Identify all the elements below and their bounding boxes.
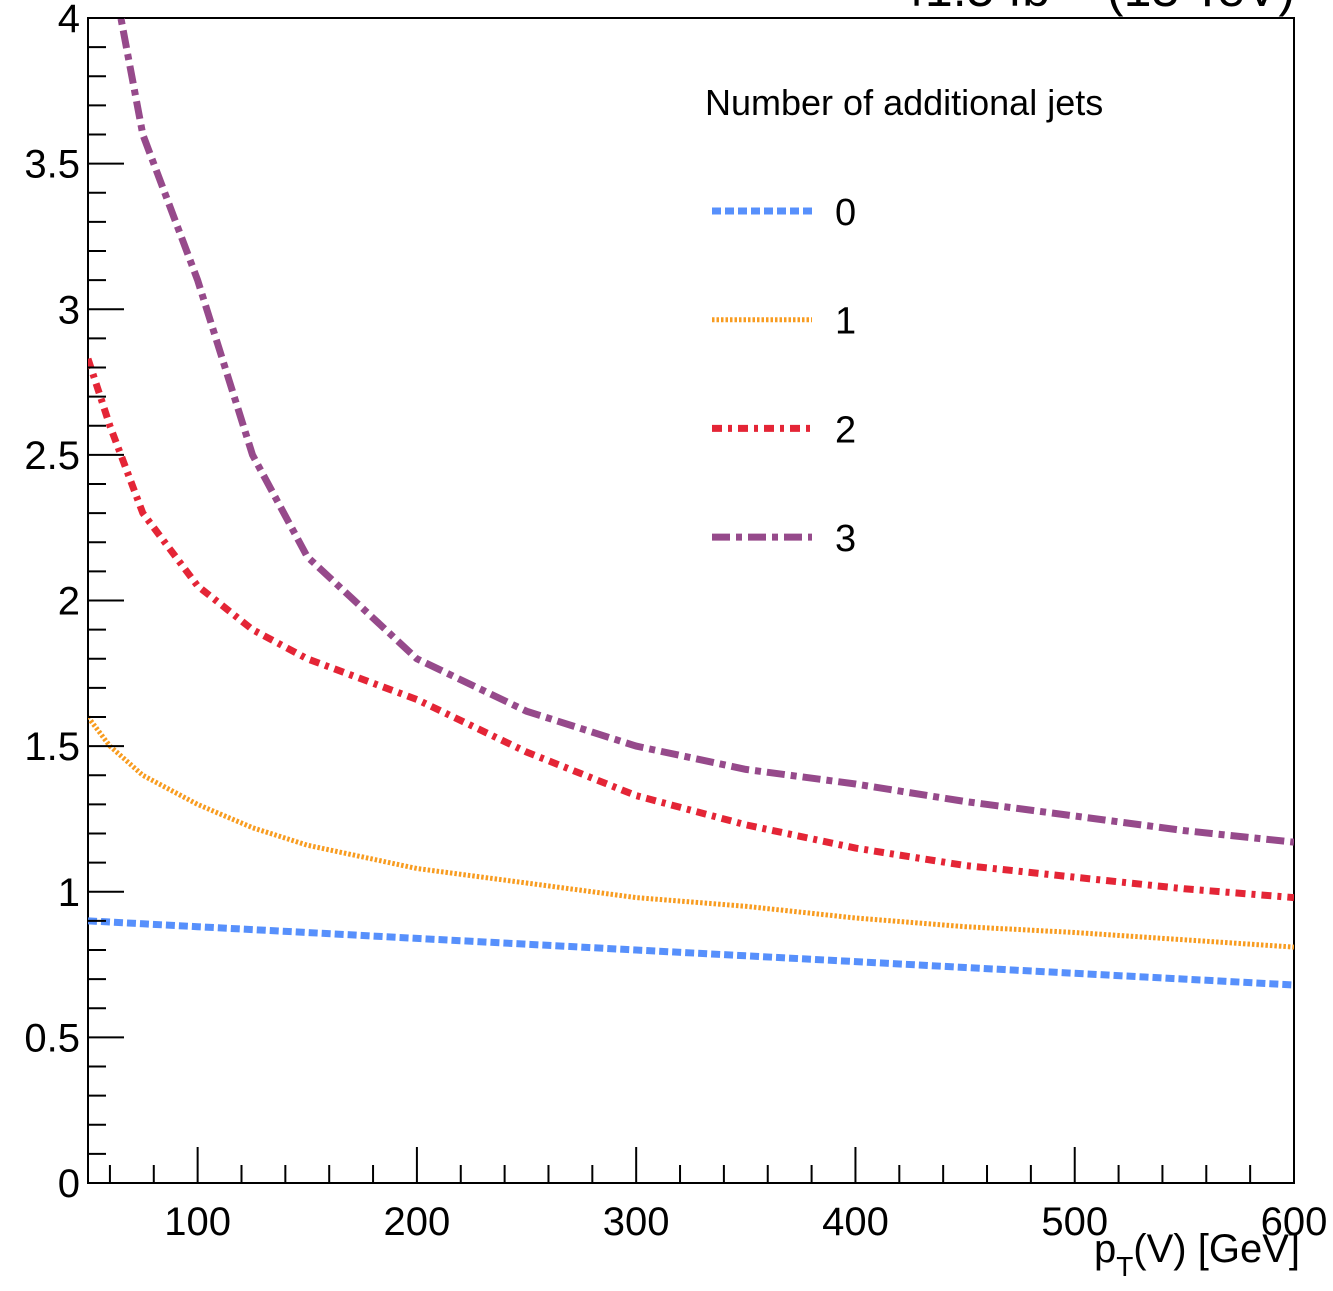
series-line xyxy=(88,357,1294,902)
y-tick-label: 1.5 xyxy=(24,725,80,769)
y-tick-label: 1 xyxy=(58,871,80,915)
x-tick-label: 100 xyxy=(164,1200,231,1244)
y-tick-label: 2.5 xyxy=(24,434,80,478)
series-line xyxy=(117,18,1294,846)
plot-area xyxy=(88,18,1294,989)
x-tick-label: 300 xyxy=(603,1200,670,1244)
x-tick-label: 400 xyxy=(822,1200,889,1244)
chart-title: 41.5 fb⁻¹ (13 TeV) xyxy=(897,0,1295,17)
y-tick-label: 0.5 xyxy=(24,1016,80,1060)
legend-label: 0 xyxy=(835,192,856,234)
y-tick-label: 3 xyxy=(58,288,80,332)
x-tick-label: 200 xyxy=(384,1200,451,1244)
x-tick-label: 500 xyxy=(1041,1200,1108,1244)
y-tick-label: 3.5 xyxy=(24,143,80,187)
legend-title: Number of additional jets xyxy=(705,82,1103,123)
plot-frame xyxy=(87,17,1295,1184)
x-axis-label-base: p xyxy=(1094,1227,1116,1271)
legend-label: 1 xyxy=(835,301,856,343)
x-axis-label-rest: (V) [GeV] xyxy=(1133,1227,1300,1271)
legend-label: 2 xyxy=(835,409,856,451)
y-tick-label: 4 xyxy=(58,0,80,41)
legend-label: 3 xyxy=(835,518,856,560)
y-tick-label: 2 xyxy=(58,580,80,624)
series-line xyxy=(88,715,1294,950)
series-line xyxy=(88,917,1294,989)
y-tick-label: 0 xyxy=(58,1162,80,1206)
x-tick-label: 600 xyxy=(1261,1200,1328,1244)
x-axis-label: pT(V) [GeV] xyxy=(1094,1227,1300,1282)
x-axis-label-sub: T xyxy=(1116,1251,1133,1282)
